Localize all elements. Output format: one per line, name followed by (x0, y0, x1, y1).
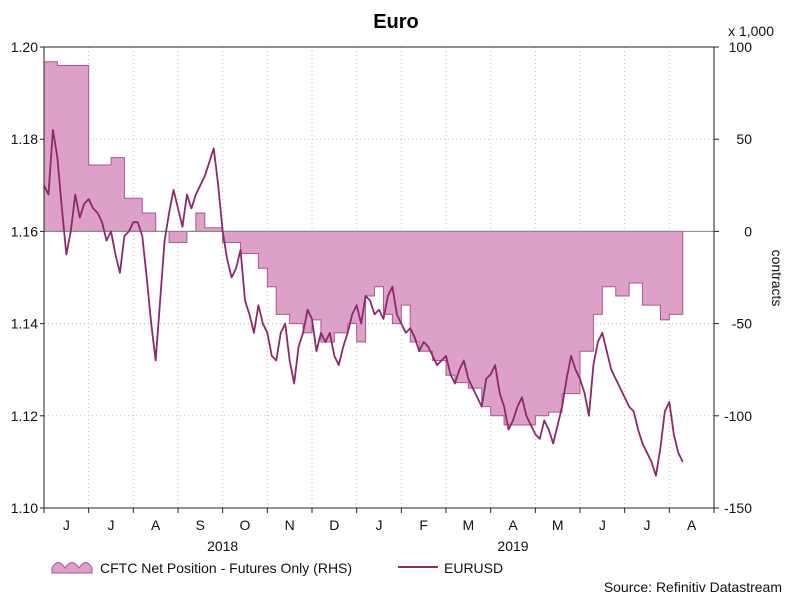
month-label-5: N (285, 517, 295, 533)
right-tick-label-2: -50 (732, 316, 752, 332)
left-tick-label-4: 1.18 (11, 131, 38, 147)
x-axis: J J A S O N D J F M A M J J A 2018 2019 (43, 508, 715, 554)
year-label-2018: 2018 (207, 538, 238, 554)
month-label-4: O (240, 517, 251, 533)
legend-cftc-label: CFTC Net Position - Futures Only (RHS) (100, 560, 352, 576)
month-label-0: J (63, 517, 70, 533)
left-tick-label-5: 1.20 (11, 39, 38, 55)
left-tick-label-1: 1.12 (11, 408, 38, 424)
right-axis-label: contracts (769, 250, 785, 307)
month-label-12: J (599, 517, 606, 533)
month-label-9: M (462, 517, 474, 533)
eurusd-line (43, 129, 684, 477)
legend-area-swatch (51, 562, 93, 574)
cftc-area (43, 61, 684, 426)
right-tick-label-5: 100 (729, 39, 753, 55)
left-axis: 1.10 1.12 1.14 1.16 1.18 1.20 (11, 39, 44, 516)
right-tick-label-1: -100 (724, 408, 752, 424)
legend-eurusd-label: EURUSD (444, 560, 503, 576)
source-note: Source: Refinitiv Datastream (604, 579, 782, 595)
month-label-7: J (376, 517, 383, 533)
left-tick-label-3: 1.16 (11, 223, 38, 239)
left-tick-label-0: 1.10 (11, 500, 38, 516)
legend: CFTC Net Position - Futures Only (RHS) E… (51, 560, 503, 576)
month-label-8: F (419, 517, 428, 533)
chart-title: Euro (373, 11, 419, 33)
right-axis: -150 -100 -50 0 50 100 (714, 39, 752, 516)
month-label-13: J (644, 517, 651, 533)
left-tick-label-2: 1.14 (11, 316, 38, 332)
month-label-14: A (687, 517, 697, 533)
month-label-10: A (508, 517, 518, 533)
eurusd-line-series (43, 129, 684, 477)
year-label-2019: 2019 (497, 538, 528, 554)
month-label-6: D (329, 517, 339, 533)
month-label-1: J (108, 517, 115, 533)
right-axis-multiplier: x 1,000 (728, 23, 774, 39)
right-tick-label-4: 50 (736, 131, 752, 147)
right-tick-label-3: 0 (744, 223, 752, 239)
month-label-2: A (151, 517, 161, 533)
month-label-11: M (552, 517, 564, 533)
cftc-area-series (43, 61, 684, 426)
plot-frame (43, 46, 715, 509)
right-tick-label-0: -150 (724, 500, 752, 516)
month-label-3: S (196, 517, 205, 533)
